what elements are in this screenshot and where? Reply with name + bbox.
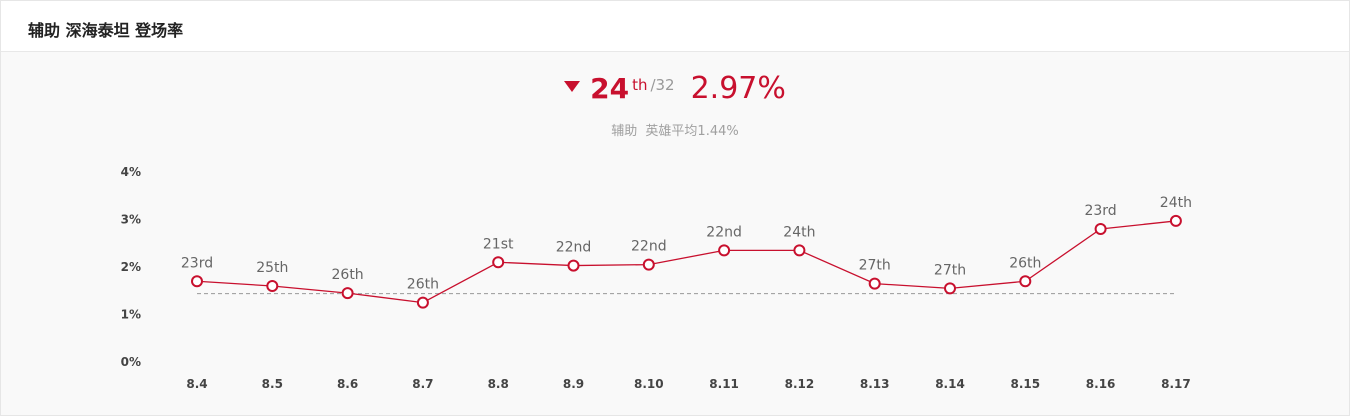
data-point <box>492 256 505 269</box>
x-tick-label: 8.11 <box>709 377 739 391</box>
rank-label: 21st <box>483 236 514 252</box>
x-tick-label: 8.12 <box>785 377 815 391</box>
x-tick-label: 8.10 <box>634 377 664 391</box>
role-label: 辅助 <box>611 124 638 139</box>
data-point <box>793 244 806 257</box>
x-tick-label: 8.17 <box>1161 377 1191 391</box>
data-point <box>1094 223 1107 235</box>
average-label: 英雄平均1.44% <box>645 124 739 139</box>
data-point <box>868 277 881 290</box>
x-tick-label: 8.13 <box>860 377 890 391</box>
x-tick-label: 8.9 <box>563 377 584 391</box>
x-tick-label: 8.5 <box>262 377 283 391</box>
rank-suffix: th <box>632 76 648 94</box>
rank-label: 23rd <box>181 255 213 271</box>
rank-label: 24th <box>1160 195 1192 211</box>
down-arrow-icon <box>564 81 581 92</box>
series-line <box>196 220 1176 304</box>
data-point <box>1169 214 1182 227</box>
y-tick-label: 2% <box>121 260 141 274</box>
x-tick-label: 8.4 <box>186 377 207 391</box>
data-point <box>567 259 580 272</box>
rank-label: 22nd <box>556 240 592 256</box>
data-point <box>341 287 354 300</box>
data-point <box>416 296 429 309</box>
data-point <box>718 244 731 257</box>
rank-label: 26th <box>1009 255 1041 271</box>
page-title: 辅助 深海泰坦 登场率 <box>28 21 184 40</box>
rank-number: 24 <box>590 72 630 105</box>
pick-rate-value: 2.97% <box>690 71 786 106</box>
y-tick-label: 0% <box>121 355 141 369</box>
rank-total: /32 <box>650 76 675 94</box>
rank-label: 24th <box>783 224 815 240</box>
data-point <box>642 258 655 271</box>
x-tick-label: 8.15 <box>1010 377 1040 391</box>
x-tick-label: 8.8 <box>488 377 509 391</box>
rank-label: 25th <box>256 260 288 276</box>
panel-header: 辅助 深海泰坦 登场率 <box>1 1 1349 52</box>
data-point <box>1019 275 1032 288</box>
rank-label: 22nd <box>706 224 742 240</box>
data-point <box>944 282 956 295</box>
rank-label: 23rd <box>1084 203 1116 219</box>
x-tick-label: 8.16 <box>1086 377 1116 391</box>
rank-label: 26th <box>407 277 439 293</box>
rank-label: 27th <box>934 262 966 278</box>
y-tick-label: 1% <box>121 308 141 322</box>
data-point <box>266 280 279 292</box>
x-tick-label: 8.6 <box>337 377 358 391</box>
data-point <box>191 275 203 288</box>
y-tick-label: 4% <box>121 165 141 179</box>
x-tick-label: 8.14 <box>935 377 965 391</box>
average-summary: 辅助 英雄平均1.44% <box>1 120 1349 139</box>
rank-label: 26th <box>332 267 364 283</box>
rank-label: 27th <box>859 258 891 274</box>
y-tick-label: 3% <box>121 213 141 227</box>
x-tick-label: 8.7 <box>412 377 433 391</box>
rank-label: 22nd <box>631 239 667 255</box>
